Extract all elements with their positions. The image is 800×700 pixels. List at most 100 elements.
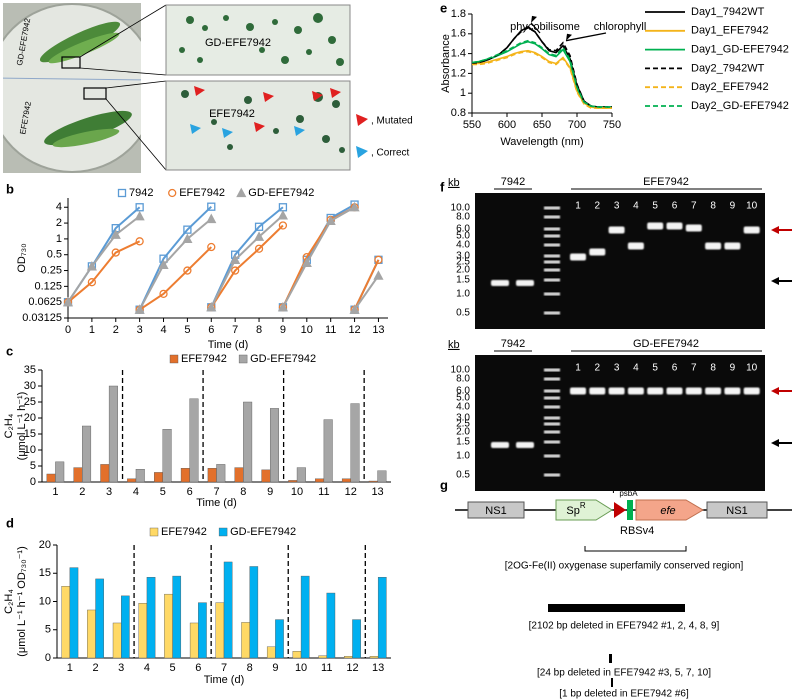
- bar: [198, 602, 207, 659]
- gel: [475, 355, 765, 491]
- ladder-band: [544, 227, 560, 231]
- lane-label: 10: [746, 201, 758, 212]
- gel-band: [570, 253, 586, 261]
- gel-band: [608, 226, 625, 234]
- mutation-arrowhead: [222, 128, 233, 138]
- colony: [296, 115, 304, 123]
- promoter: [614, 502, 626, 518]
- marker: [207, 202, 216, 211]
- x-tick-label: 8: [247, 662, 253, 674]
- x-tick-label: 13: [372, 662, 384, 674]
- gel-band: [647, 222, 664, 230]
- mutation-arrowhead: [312, 91, 323, 101]
- x-tick-label: 5: [184, 324, 190, 336]
- y-tick-label: 10: [39, 595, 51, 607]
- x-tick-label: 2: [79, 486, 85, 498]
- gel-band: [647, 387, 664, 395]
- series-line: [210, 214, 284, 308]
- series-line: [472, 49, 612, 109]
- y-axis-label: C₂H₄: [3, 589, 15, 614]
- ladder-label: 0.5: [456, 470, 470, 481]
- x-tick-label: 4: [133, 486, 139, 498]
- series-line: [138, 205, 212, 311]
- gel-band: [705, 387, 722, 395]
- colony: [244, 96, 252, 104]
- colony: [211, 119, 217, 125]
- region-bracket: [584, 546, 687, 552]
- bar: [249, 566, 259, 659]
- bar: [243, 401, 253, 483]
- zoom-connector: [79, 67, 167, 76]
- gel-band: [705, 242, 722, 250]
- ladder-band: [544, 396, 560, 400]
- y-tick-label: 0: [30, 476, 36, 488]
- legend-arrowhead: [356, 114, 368, 126]
- marker: [134, 210, 145, 221]
- ns1-right: [706, 501, 768, 519]
- marker: [110, 229, 121, 239]
- ladder-label: 8.0: [456, 374, 470, 385]
- ladder-band: [544, 243, 560, 247]
- x-tick-label: 5: [170, 662, 176, 674]
- colony: [332, 100, 340, 108]
- y-tick-label: 1.6: [451, 28, 466, 40]
- x-tick-label: 10: [301, 324, 313, 336]
- series-line: [282, 206, 356, 308]
- series-line: [471, 39, 612, 108]
- ladder-label: 1.0: [456, 451, 470, 462]
- ladder-label: 0.5: [456, 308, 470, 319]
- x-tick-label: 9: [272, 662, 278, 674]
- colony: [273, 128, 279, 134]
- note: [2102 bp deleted in EFE7942 #1, 2, 4, 8,…: [529, 621, 720, 632]
- y-tick-label: 30: [24, 380, 36, 392]
- lane-label: 2: [595, 363, 601, 374]
- note: [1 bp deleted in EFE7942 #6]: [559, 689, 689, 700]
- lane-label: 5: [652, 201, 658, 212]
- legend-label: Day2_7942WT: [691, 62, 765, 74]
- colony-streak: [39, 21, 121, 63]
- ladder-band: [544, 473, 560, 477]
- bar: [61, 586, 71, 659]
- colony-streak: [44, 110, 132, 146]
- ladder-label: 8.0: [456, 212, 470, 223]
- bar: [215, 602, 225, 659]
- legend-label: GD-EFE7942: [248, 187, 314, 199]
- bar: [69, 567, 79, 659]
- gel-band: [666, 387, 683, 395]
- part-label: psbA: [619, 489, 638, 498]
- lane-label: 9: [730, 363, 736, 374]
- marker: [231, 266, 240, 275]
- ladder-band: [544, 292, 560, 296]
- arrow-target: [771, 226, 792, 234]
- gel-band: [589, 387, 606, 395]
- panel-label: d: [6, 515, 14, 530]
- deletion-bar: [548, 604, 685, 612]
- ladder-label: 5.0: [456, 231, 470, 242]
- part-label: NS1: [485, 505, 506, 517]
- zoom-region: [83, 87, 107, 100]
- marker: [230, 254, 241, 264]
- series-line: [471, 25, 612, 108]
- colony: [197, 57, 203, 63]
- y-tick-label: 1: [460, 87, 466, 99]
- lane-label: 4: [633, 363, 639, 374]
- bar: [154, 472, 164, 483]
- bar: [189, 398, 199, 483]
- part-label: SpR: [566, 501, 585, 517]
- bar: [275, 619, 284, 659]
- x-tick-label: 700: [568, 119, 586, 131]
- colony: [227, 144, 233, 150]
- part-label: RBSv4: [620, 525, 654, 537]
- ladder-band: [544, 368, 560, 372]
- ladder-label: 2.0: [456, 427, 470, 438]
- marker: [236, 187, 247, 198]
- bar: [377, 470, 387, 483]
- y-tick-label: 15: [39, 567, 51, 579]
- bar: [318, 655, 327, 659]
- bar: [300, 575, 310, 659]
- y-tick-label: 0.0625: [28, 296, 62, 308]
- lane-label: 8: [710, 201, 716, 212]
- marker: [111, 248, 120, 257]
- series-line: [210, 206, 284, 308]
